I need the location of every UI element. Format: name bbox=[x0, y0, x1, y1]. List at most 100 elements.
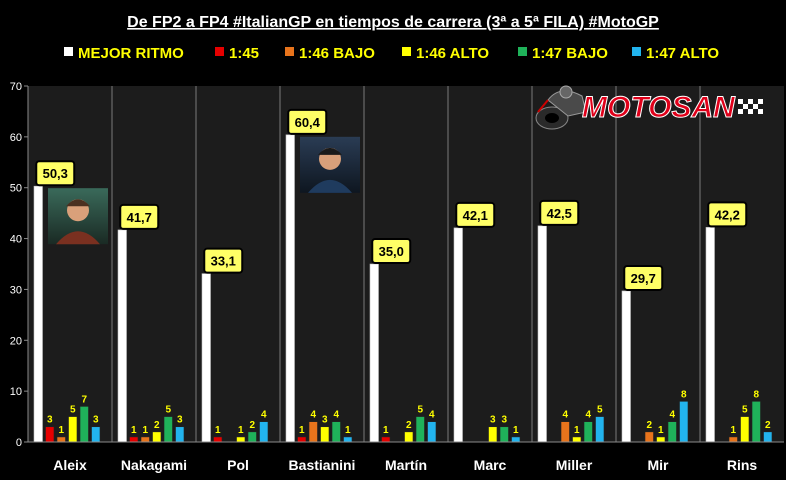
y-axis: 0 10 20 30 40 50 60 70 bbox=[10, 81, 29, 449]
data-label: 1 bbox=[131, 425, 137, 436]
data-label: 1 bbox=[58, 425, 64, 436]
bar-series-4 bbox=[751, 401, 761, 443]
motosan-logo: MOTOSAN bbox=[535, 85, 763, 130]
callout-box bbox=[203, 247, 244, 274]
data-label: 1 bbox=[730, 425, 736, 436]
bar-series-1 bbox=[381, 436, 391, 443]
bar-series-3 bbox=[320, 426, 330, 443]
bar-series-5 bbox=[427, 421, 437, 443]
y-tick-label: 40 bbox=[10, 234, 22, 246]
x-category-label: Mir bbox=[648, 457, 670, 473]
data-label: 4 bbox=[562, 410, 568, 421]
x-category-label: Marc bbox=[474, 457, 507, 473]
bar-series-2 bbox=[308, 421, 318, 443]
data-label: 4 bbox=[310, 410, 316, 421]
callout-label: 42,5 bbox=[547, 206, 572, 221]
callout-box bbox=[623, 264, 664, 291]
callout-box bbox=[539, 199, 580, 226]
bar-mejor-ritmo bbox=[201, 273, 211, 443]
bar-series-5 bbox=[511, 436, 521, 443]
data-label: 8 bbox=[681, 389, 687, 400]
callout-box bbox=[455, 201, 496, 228]
legend-label: 1:46 ALTO bbox=[416, 45, 489, 62]
data-label: 3 bbox=[322, 415, 328, 426]
legend-swatch bbox=[632, 47, 641, 56]
legend-swatch bbox=[215, 47, 224, 56]
y-tick-label: 10 bbox=[10, 386, 22, 398]
data-label: 1 bbox=[383, 425, 389, 436]
legend: MEJOR RITMO 1:45 1:46 BAJO 1:46 ALTO 1:47 BA… bbox=[64, 45, 719, 62]
x-category-label: Aleix bbox=[53, 457, 87, 473]
y-tick-label: 70 bbox=[10, 81, 22, 93]
bar-mejor-ritmo bbox=[285, 134, 295, 443]
legend-swatch bbox=[64, 47, 73, 56]
callout-label: 42,1 bbox=[463, 208, 488, 223]
callout-box bbox=[119, 203, 160, 230]
callout-box bbox=[35, 160, 76, 187]
data-label: 5 bbox=[417, 405, 423, 416]
y-tick-label: 50 bbox=[10, 183, 22, 195]
bar-series-5 bbox=[595, 416, 605, 443]
data-label: 4 bbox=[429, 410, 435, 421]
bar-series-2 bbox=[728, 436, 738, 443]
data-label: 5 bbox=[165, 405, 171, 416]
data-label: 5 bbox=[70, 405, 76, 416]
legend-label: 1:47 ALTO bbox=[646, 45, 719, 62]
x-category-label: Bastianini bbox=[289, 457, 356, 473]
rider-photo bbox=[300, 136, 360, 193]
data-label: 7 bbox=[81, 394, 87, 405]
legend-swatch bbox=[518, 47, 527, 56]
bar-series-3 bbox=[404, 431, 414, 443]
bar-series-5 bbox=[343, 436, 353, 443]
data-label: 2 bbox=[406, 420, 412, 431]
legend-swatch bbox=[402, 47, 411, 56]
bar-series-1 bbox=[45, 426, 55, 443]
bar-mejor-ritmo bbox=[369, 263, 379, 443]
data-label: 1 bbox=[142, 425, 148, 436]
data-label: 3 bbox=[501, 415, 507, 426]
bar-series-1 bbox=[129, 436, 139, 443]
motorbike-icon bbox=[535, 85, 587, 130]
callout-label: 41,7 bbox=[127, 210, 152, 225]
data-label: 2 bbox=[154, 420, 160, 431]
bar-series-5 bbox=[259, 421, 269, 443]
data-label: 1 bbox=[215, 425, 221, 436]
data-label: 3 bbox=[47, 415, 53, 426]
data-label: 5 bbox=[742, 405, 748, 416]
bar-series-4 bbox=[331, 421, 341, 443]
callout-box bbox=[707, 201, 748, 228]
data-label: 8 bbox=[753, 389, 759, 400]
bar-series-3 bbox=[572, 436, 582, 443]
bar-series-3 bbox=[656, 436, 666, 443]
x-axis: Aleix Nakagami Pol Bastianini Martín Marc Mill… bbox=[28, 441, 784, 473]
callout-label: 42,2 bbox=[715, 207, 740, 222]
data-label: 1 bbox=[238, 425, 244, 436]
callout-box bbox=[371, 238, 412, 264]
callout-label: 29,7 bbox=[631, 271, 656, 286]
callout-label: 35,0 bbox=[379, 244, 404, 259]
rider-photos bbox=[48, 136, 360, 245]
callout-box bbox=[287, 108, 328, 135]
x-category-label: Pol bbox=[227, 457, 249, 473]
bar-series-4 bbox=[499, 426, 509, 443]
data-label: 1 bbox=[574, 425, 580, 436]
legend-swatch bbox=[285, 47, 294, 56]
data-label: 4 bbox=[333, 410, 339, 421]
bar-series-4 bbox=[583, 421, 593, 443]
data-label: 4 bbox=[261, 410, 267, 421]
chart-title: De FP2 a FP4 #ItalianGP en tiempos de ca… bbox=[127, 14, 659, 31]
bar-series-3 bbox=[152, 431, 162, 443]
checkered-flag-icon bbox=[738, 99, 763, 114]
y-tick-label: 60 bbox=[10, 132, 22, 144]
category-dividers bbox=[111, 86, 701, 442]
data-label: 4 bbox=[585, 410, 591, 421]
bar-series-2 bbox=[140, 436, 150, 443]
y-tick-label: 0 bbox=[16, 437, 22, 449]
data-label: 2 bbox=[249, 420, 255, 431]
callout-label: 33,1 bbox=[211, 254, 236, 269]
bar-series-5 bbox=[91, 426, 101, 443]
bar-series-4 bbox=[667, 421, 677, 443]
rider-photo bbox=[48, 188, 108, 245]
bar-series-4 bbox=[163, 416, 173, 443]
